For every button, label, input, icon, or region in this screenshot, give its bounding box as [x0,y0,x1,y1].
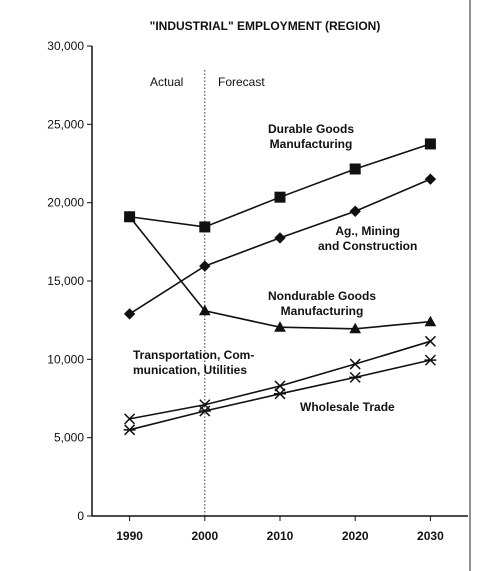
marker [424,335,436,347]
y-tick-label: 0 [77,509,84,523]
y-tick-label: 30,000 [47,39,84,53]
marker [274,191,286,203]
marker [123,308,136,320]
x-tick-label: 2020 [342,529,369,543]
marker [424,138,436,150]
marker [274,232,286,244]
marker [349,205,361,217]
y-tick-label: 10,000 [47,352,84,366]
annotation: Actual [150,75,183,89]
series-line [129,143,431,228]
series-label: Nondurable Goods Manufacturing [268,289,376,318]
marker [274,380,286,392]
marker [424,173,437,185]
marker [274,321,286,332]
chart-title: "INDUSTRIAL" EMPLOYMENT (REGION) [150,19,381,33]
marker [349,163,361,175]
marker [424,354,437,366]
marker [124,413,136,425]
y-tick-label: 15,000 [47,274,84,288]
marker [199,260,211,272]
marker [274,388,286,400]
y-tick-label: 25,000 [47,117,84,131]
annotation: Forecast [218,75,265,89]
marker [198,304,211,316]
x-tick-label: 2000 [191,529,218,543]
series-label: Ag., Mining and Construction [318,224,418,253]
y-tick-label: 20,000 [47,196,84,210]
marker [349,322,362,334]
series-label: Wholesale Trade [300,400,395,414]
marker [199,221,211,233]
series-label: Transportation, Com- munication, Utiliti… [133,348,255,377]
y-tick-label: 5,000 [54,431,84,445]
x-tick-label: 1990 [116,529,143,543]
x-tick-label: 2010 [267,529,294,543]
marker [123,210,136,222]
marker [349,371,362,383]
marker [349,358,361,370]
series-label: Durable Goods Manufacturing [268,122,355,151]
marker [198,405,211,417]
marker [123,424,136,436]
marker [424,315,437,327]
x-tick-label: 2030 [417,529,444,543]
